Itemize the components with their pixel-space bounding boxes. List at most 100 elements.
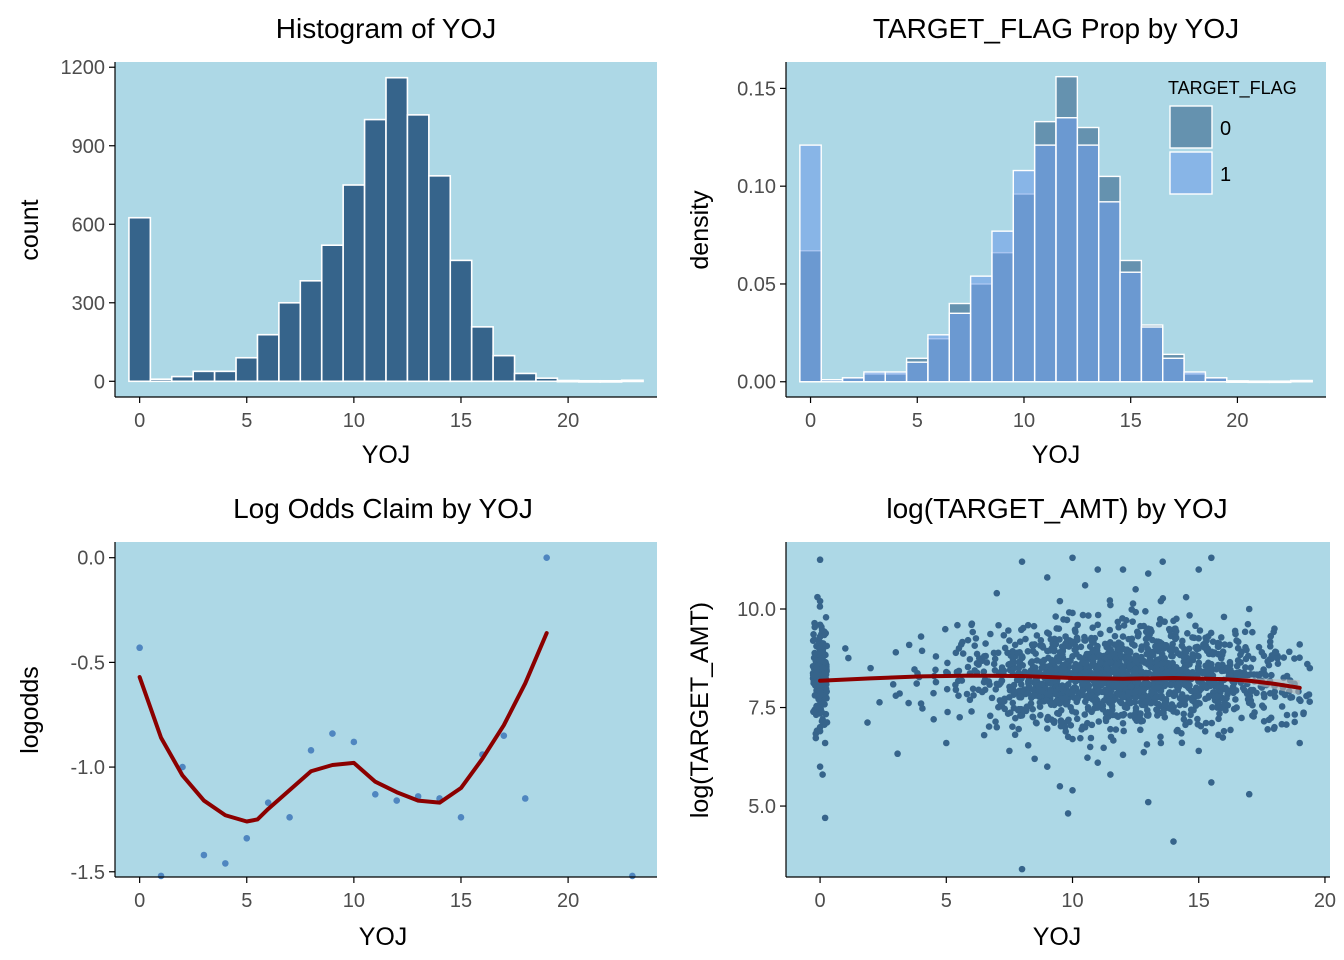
- scatter-point: [1201, 644, 1208, 651]
- scatter-point: [1043, 716, 1051, 723]
- scatter-point: [1033, 632, 1041, 639]
- scatter-point: [1195, 645, 1203, 652]
- scatter-point: [1081, 582, 1089, 589]
- chart-panel-4: log(TARGET_AMT) by YOJ YOJ log(TARGET_AMT)…: [686, 493, 1336, 951]
- scatter-point: [1024, 648, 1032, 655]
- scatter-point: [1296, 739, 1304, 747]
- scatter-point: [1306, 664, 1314, 672]
- scatter-point: [1057, 684, 1065, 692]
- x-tick-label: 5: [241, 890, 252, 912]
- scatter-point: [1098, 680, 1106, 688]
- scatter-point: [966, 696, 974, 704]
- scatter-point: [821, 814, 829, 822]
- scatter-point: [1283, 711, 1291, 719]
- scatter-point: [1186, 681, 1193, 689]
- scatter-point: [1271, 723, 1278, 731]
- scatter-point: [1182, 649, 1190, 656]
- histogram-bar: [299, 279, 323, 383]
- scatter-point: [952, 681, 959, 689]
- y-tick-label: 0.15: [737, 78, 776, 100]
- scatter-point: [1220, 727, 1228, 735]
- scatter-point: [1154, 683, 1161, 691]
- scatter-point: [1171, 691, 1179, 699]
- scatter-point: [1144, 680, 1152, 688]
- scatter-point: [1187, 706, 1195, 714]
- scatter-point: [992, 718, 999, 726]
- scatter-point: [1242, 644, 1249, 651]
- scatter-point: [1081, 723, 1089, 731]
- scatter-point: [1218, 683, 1225, 690]
- scatter-point: [932, 653, 940, 660]
- scatter-point: [1043, 763, 1051, 770]
- scatter-point: [1000, 696, 1008, 704]
- scatter-point: [1162, 642, 1170, 649]
- scatter-point: [988, 694, 996, 702]
- scatter-point: [1172, 625, 1179, 632]
- x-tick-label: 5: [941, 890, 952, 912]
- scatter-point: [1085, 612, 1092, 619]
- scatter-point: [1217, 634, 1225, 641]
- scatter-point: [1208, 719, 1216, 727]
- scatter-point: [1303, 692, 1310, 700]
- scatter-point: [1137, 622, 1144, 630]
- y-tick-label: 0.05: [737, 274, 776, 296]
- scatter-point: [1072, 660, 1079, 668]
- y-tick-label: 10.0: [737, 599, 776, 621]
- scatter-point: [1202, 634, 1209, 642]
- scatter-point: [995, 703, 1002, 711]
- scatter-point: [842, 645, 849, 652]
- scatter-point: [1130, 669, 1138, 677]
- scatter-point: [1266, 643, 1274, 650]
- scatter-point: [1029, 705, 1036, 713]
- histogram-bar: [492, 354, 516, 383]
- scatter-point: [1031, 641, 1038, 648]
- scatter-point: [1056, 649, 1064, 656]
- scatter-point: [243, 834, 251, 842]
- x-tick-label: 20: [557, 410, 579, 432]
- y-axis-title: logodds: [16, 666, 44, 754]
- scatter-point: [1245, 605, 1253, 613]
- scatter-point: [1138, 656, 1145, 663]
- scatter-point: [1149, 651, 1157, 659]
- scatter-point: [968, 708, 975, 715]
- scatter-point: [1129, 618, 1136, 625]
- scatter-point: [350, 738, 358, 746]
- plot-background: [786, 542, 1330, 877]
- y-axis-title: density: [686, 190, 714, 270]
- histogram-bar: [128, 216, 152, 383]
- scatter-point: [1081, 637, 1089, 644]
- histogram-bar: [620, 379, 644, 383]
- scatter-point: [941, 625, 949, 633]
- scatter-point: [1127, 636, 1135, 644]
- scatter-point: [1118, 711, 1125, 719]
- scatter-point: [1147, 699, 1155, 707]
- scatter-point: [867, 664, 874, 672]
- scatter-point: [1064, 718, 1071, 725]
- scatter-point: [1140, 748, 1148, 756]
- scatter-point: [932, 678, 940, 686]
- scatter-point: [1157, 739, 1165, 747]
- scatter-point: [1077, 734, 1084, 742]
- density-bar-flag-1: [799, 144, 822, 383]
- scatter-point: [1272, 648, 1280, 656]
- scatter-point: [1097, 630, 1104, 638]
- scatter-point: [1239, 684, 1247, 692]
- scatter-point: [816, 603, 824, 610]
- scatter-point: [1084, 754, 1091, 762]
- scatter-point: [1238, 714, 1245, 722]
- scatter-point: [978, 688, 986, 696]
- scatter-point: [1095, 718, 1103, 725]
- scatter-point: [955, 692, 962, 699]
- scatter-point: [993, 589, 1001, 597]
- scatter-point: [1280, 654, 1288, 661]
- scatter-point: [1219, 703, 1226, 711]
- scatter-point: [1086, 743, 1094, 751]
- scatter-point: [1238, 648, 1245, 656]
- scatter-point: [1069, 735, 1076, 743]
- scatter-point: [1195, 566, 1203, 573]
- scatter-point: [1108, 702, 1116, 709]
- scatter-point: [1143, 650, 1151, 658]
- scatter-point: [968, 621, 975, 629]
- density-bar-flag-1: [1268, 380, 1292, 384]
- scatter-point: [1039, 642, 1046, 650]
